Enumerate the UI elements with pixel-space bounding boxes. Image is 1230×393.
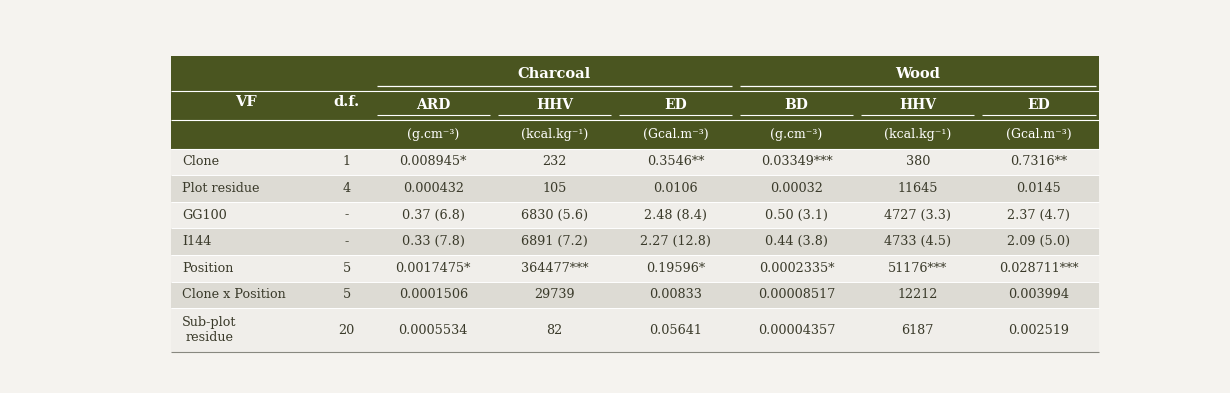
Text: 0.0106: 0.0106 bbox=[653, 182, 697, 195]
Text: 0.003994: 0.003994 bbox=[1009, 288, 1069, 301]
Text: 380: 380 bbox=[905, 155, 930, 168]
Text: 0.05641: 0.05641 bbox=[649, 324, 702, 337]
Text: 105: 105 bbox=[542, 182, 567, 195]
Text: 4733 (4.5): 4733 (4.5) bbox=[884, 235, 951, 248]
Bar bbox=[171, 228, 1100, 255]
Text: HHV: HHV bbox=[899, 98, 936, 112]
Text: 0.00032: 0.00032 bbox=[770, 182, 823, 195]
Text: ARD: ARD bbox=[416, 98, 450, 112]
Text: 11645: 11645 bbox=[898, 182, 938, 195]
Text: 82: 82 bbox=[546, 324, 562, 337]
Text: 4: 4 bbox=[342, 182, 351, 195]
Text: 51176***: 51176*** bbox=[888, 262, 947, 275]
Text: 0.33 (7.8): 0.33 (7.8) bbox=[402, 235, 465, 248]
Text: 0.0145: 0.0145 bbox=[1016, 182, 1061, 195]
Bar bbox=[171, 282, 1100, 309]
Text: HHV: HHV bbox=[536, 98, 573, 112]
Text: 0.008945*: 0.008945* bbox=[400, 155, 467, 168]
Text: (kcal.kg⁻¹): (kcal.kg⁻¹) bbox=[884, 128, 951, 141]
Text: 20: 20 bbox=[338, 324, 354, 337]
Text: Sub-plot
residue: Sub-plot residue bbox=[182, 316, 237, 344]
Text: 12212: 12212 bbox=[898, 288, 938, 301]
Text: (Gcal.m⁻³): (Gcal.m⁻³) bbox=[643, 128, 708, 141]
Text: -: - bbox=[344, 209, 348, 222]
Text: Charcoal: Charcoal bbox=[518, 67, 592, 81]
Text: 2.48 (8.4): 2.48 (8.4) bbox=[645, 209, 707, 222]
Text: (kcal.kg⁻¹): (kcal.kg⁻¹) bbox=[520, 128, 588, 141]
Text: 0.3546**: 0.3546** bbox=[647, 155, 705, 168]
Text: 2.09 (5.0): 2.09 (5.0) bbox=[1007, 235, 1070, 248]
Text: 6187: 6187 bbox=[902, 324, 934, 337]
Text: 0.7316**: 0.7316** bbox=[1010, 155, 1068, 168]
Text: 4727 (3.3): 4727 (3.3) bbox=[884, 209, 951, 222]
Text: Clone x Position: Clone x Position bbox=[182, 288, 287, 301]
Text: Clone: Clone bbox=[182, 155, 219, 168]
Text: 0.0001506: 0.0001506 bbox=[399, 288, 467, 301]
Text: 5: 5 bbox=[342, 262, 351, 275]
Text: 0.0017475*: 0.0017475* bbox=[396, 262, 471, 275]
Text: 2.37 (4.7): 2.37 (4.7) bbox=[1007, 209, 1070, 222]
Text: Position: Position bbox=[182, 262, 234, 275]
Text: 0.50 (3.1): 0.50 (3.1) bbox=[765, 209, 828, 222]
Text: 364477***: 364477*** bbox=[520, 262, 588, 275]
Text: 0.37 (6.8): 0.37 (6.8) bbox=[402, 209, 465, 222]
Bar bbox=[171, 202, 1100, 228]
Text: 0.44 (3.8): 0.44 (3.8) bbox=[765, 235, 828, 248]
Text: 5: 5 bbox=[342, 288, 351, 301]
Text: 0.0002335*: 0.0002335* bbox=[759, 262, 834, 275]
Text: 0.03349***: 0.03349*** bbox=[761, 155, 833, 168]
Text: I144: I144 bbox=[182, 235, 212, 248]
Bar bbox=[171, 255, 1100, 282]
Text: 0.00008517: 0.00008517 bbox=[758, 288, 835, 301]
Text: 0.002519: 0.002519 bbox=[1009, 324, 1069, 337]
Text: Wood: Wood bbox=[895, 67, 940, 81]
Text: (Gcal.m⁻³): (Gcal.m⁻³) bbox=[1006, 128, 1071, 141]
Text: ED: ED bbox=[1027, 98, 1050, 112]
Text: 6891 (7.2): 6891 (7.2) bbox=[522, 235, 588, 248]
Text: 2.27 (12.8): 2.27 (12.8) bbox=[640, 235, 711, 248]
Bar bbox=[171, 175, 1100, 202]
Text: Plot residue: Plot residue bbox=[182, 182, 260, 195]
Text: 232: 232 bbox=[542, 155, 567, 168]
Text: 0.00833: 0.00833 bbox=[649, 288, 702, 301]
Text: ED: ED bbox=[664, 98, 686, 112]
Text: 1: 1 bbox=[342, 155, 351, 168]
Text: VF: VF bbox=[235, 95, 257, 109]
Text: BD: BD bbox=[785, 98, 808, 112]
Bar bbox=[171, 149, 1100, 175]
Text: 0.000432: 0.000432 bbox=[402, 182, 464, 195]
Text: -: - bbox=[344, 235, 348, 248]
Text: (g.cm⁻³): (g.cm⁻³) bbox=[407, 128, 460, 141]
Text: GG100: GG100 bbox=[182, 209, 228, 222]
Text: 0.028711***: 0.028711*** bbox=[999, 262, 1079, 275]
Text: d.f.: d.f. bbox=[333, 95, 359, 109]
Text: (g.cm⁻³): (g.cm⁻³) bbox=[770, 128, 823, 141]
Text: 29739: 29739 bbox=[534, 288, 574, 301]
Text: 0.19596*: 0.19596* bbox=[646, 262, 705, 275]
Text: 6830 (5.6): 6830 (5.6) bbox=[520, 209, 588, 222]
Text: 0.00004357: 0.00004357 bbox=[758, 324, 835, 337]
Text: 0.0005534: 0.0005534 bbox=[399, 324, 467, 337]
